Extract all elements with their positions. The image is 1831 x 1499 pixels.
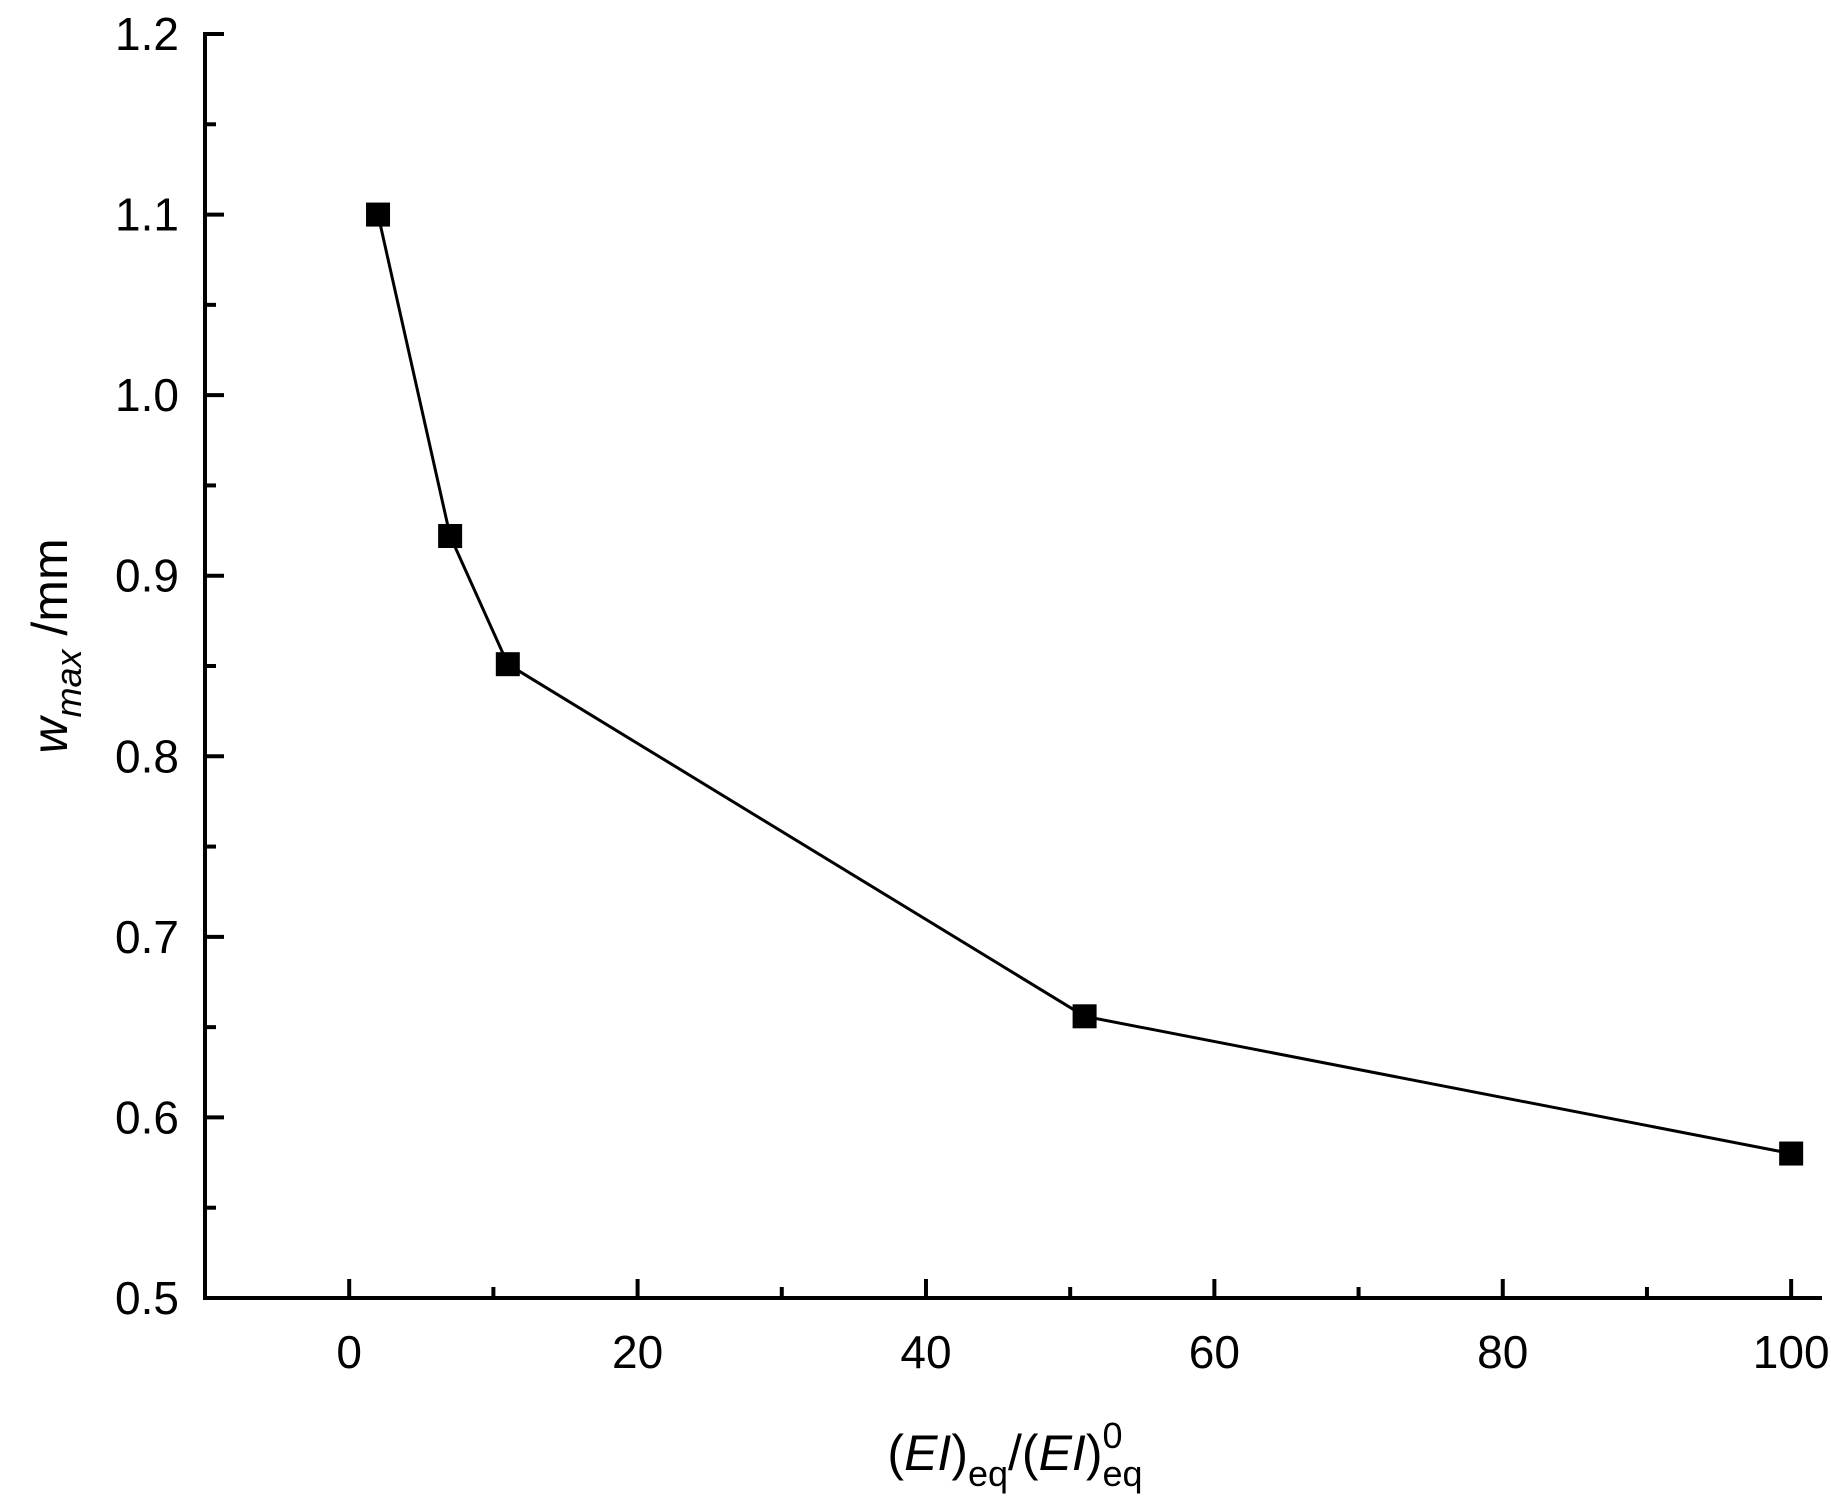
x-axis-title: (EI)eq/(EI)0 eq <box>887 1415 1142 1494</box>
y-tick-label: 1.1 <box>115 189 179 241</box>
y-tick-label: 0.8 <box>115 730 179 782</box>
x-tick-label: 60 <box>1189 1326 1240 1378</box>
y-tick-label: 0.5 <box>115 1272 179 1324</box>
axis-ticks: 0.5 0.6 0.7 0.8 0.9 1.0 1.1 1.2 0 20 40 60 80 100 <box>115 8 1829 1378</box>
y-tick-label: 0.6 <box>115 1091 179 1143</box>
plot-area <box>366 202 1804 1166</box>
axes <box>203 32 1822 1300</box>
y-tick-label: 0.9 <box>115 550 179 602</box>
x-tick-label: 40 <box>900 1326 951 1378</box>
data-point <box>438 523 463 548</box>
y-tick-label: 0.7 <box>115 911 179 963</box>
y-tick-label: 1.0 <box>115 369 179 421</box>
x-tick-label: 20 <box>612 1326 663 1378</box>
data-point <box>1779 1141 1804 1166</box>
data-point <box>366 202 391 227</box>
x-tick-label: 100 <box>1753 1326 1830 1378</box>
x-tick-label: 0 <box>336 1326 362 1378</box>
data-point <box>1072 1004 1097 1029</box>
data-point <box>495 652 520 677</box>
y-axis-title: wmax /mm <box>22 538 89 753</box>
y-tick-label: 1.2 <box>115 8 179 60</box>
x-tick-label: 80 <box>1477 1326 1528 1378</box>
